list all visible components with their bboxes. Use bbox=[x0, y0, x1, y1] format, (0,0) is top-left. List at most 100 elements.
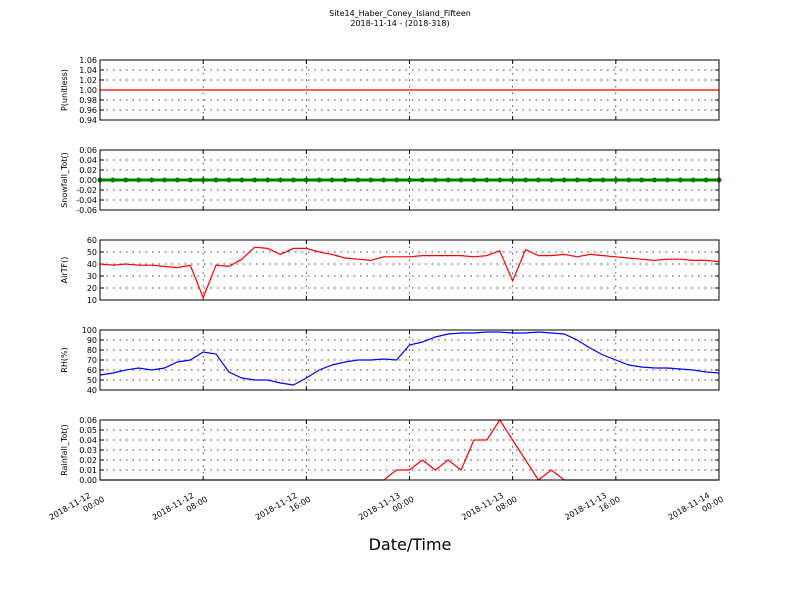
series-marker bbox=[523, 177, 529, 183]
y-tick-label: 0.00 bbox=[79, 476, 97, 485]
x-tick-label: 2018-11-1400:00 bbox=[667, 486, 725, 531]
series-marker bbox=[445, 177, 451, 183]
y-tick-label: 0.06 bbox=[79, 416, 97, 425]
series-marker bbox=[626, 177, 632, 183]
y-tick-label: 0.98 bbox=[79, 96, 97, 105]
y-tick-label: 0.01 bbox=[79, 466, 97, 475]
series-marker bbox=[110, 177, 116, 183]
series-marker bbox=[471, 177, 477, 183]
series-marker bbox=[174, 177, 180, 183]
y-tick-label: -0.02 bbox=[76, 186, 97, 195]
series-marker bbox=[561, 177, 567, 183]
series-marker bbox=[574, 177, 580, 183]
series-marker bbox=[316, 177, 322, 183]
series-marker bbox=[510, 177, 516, 183]
y-axis-label: AirTF() bbox=[60, 257, 69, 284]
series-marker bbox=[303, 177, 309, 183]
plot-frame bbox=[99, 239, 720, 301]
y-tick-label: 50 bbox=[87, 248, 97, 257]
chart-subtitle: 2018-11-14 - (2018-318) bbox=[350, 19, 449, 28]
y-tick-label: 1.04 bbox=[79, 66, 97, 75]
y-tick-label: 1.02 bbox=[79, 76, 97, 85]
series-line bbox=[99, 331, 720, 386]
series-marker bbox=[664, 177, 670, 183]
plot-frame bbox=[99, 419, 720, 481]
y-tick-label: 0.04 bbox=[79, 156, 97, 165]
series-marker bbox=[342, 177, 348, 183]
x-tick-label: 2018-11-1216:00 bbox=[254, 486, 312, 531]
series-marker bbox=[381, 177, 387, 183]
series-marker bbox=[355, 177, 361, 183]
series-marker bbox=[368, 177, 374, 183]
series-marker bbox=[213, 177, 219, 183]
series-marker bbox=[600, 177, 606, 183]
series-marker bbox=[290, 177, 296, 183]
series-marker bbox=[161, 177, 167, 183]
y-tick-label: 0.02 bbox=[79, 166, 97, 175]
series-marker bbox=[613, 177, 619, 183]
y-tick-label: 90 bbox=[87, 336, 97, 345]
series-marker bbox=[432, 177, 438, 183]
series-marker bbox=[703, 177, 709, 183]
series-marker bbox=[149, 177, 155, 183]
series-marker bbox=[252, 177, 258, 183]
series-marker bbox=[652, 177, 658, 183]
series-marker bbox=[394, 177, 400, 183]
y-tick-label: 0.94 bbox=[79, 116, 97, 125]
y-tick-label: 0.03 bbox=[79, 446, 97, 455]
series-line bbox=[99, 246, 720, 300]
y-tick-label: 0.00 bbox=[79, 176, 97, 185]
series-marker bbox=[407, 177, 412, 183]
series-marker bbox=[690, 177, 696, 183]
series-marker bbox=[484, 177, 490, 183]
y-tick-label: 80 bbox=[87, 346, 97, 355]
x-tick-label: 2018-11-1208:00 bbox=[151, 486, 209, 531]
y-tick-label: 0.04 bbox=[79, 436, 97, 445]
plot-frame bbox=[99, 329, 720, 391]
y-tick-label: 0.96 bbox=[79, 106, 97, 115]
y-tick-label: 40 bbox=[87, 260, 97, 269]
y-axis-label: P(unitless) bbox=[60, 69, 69, 111]
y-tick-label: 0.02 bbox=[79, 456, 97, 465]
y-tick-label: 40 bbox=[87, 386, 97, 395]
series-marker bbox=[329, 177, 335, 183]
x-tick-label: 2018-11-1300:00 bbox=[357, 486, 415, 531]
series-marker bbox=[548, 177, 554, 183]
series-marker bbox=[265, 177, 271, 183]
series-marker bbox=[136, 177, 142, 183]
y-tick-label: 50 bbox=[87, 376, 97, 385]
series-marker bbox=[278, 177, 284, 183]
series-marker bbox=[123, 177, 129, 183]
y-tick-label: 60 bbox=[87, 366, 97, 375]
series-marker bbox=[587, 177, 593, 183]
y-tick-label: 30 bbox=[87, 272, 97, 281]
series-marker bbox=[239, 177, 245, 183]
y-tick-label: 0.05 bbox=[79, 426, 97, 435]
series-marker bbox=[639, 177, 645, 183]
y-tick-label: 100 bbox=[82, 326, 97, 335]
plot-frame bbox=[99, 59, 720, 121]
y-axis-label: Snowfall_Tot() bbox=[60, 152, 69, 208]
series-marker bbox=[419, 177, 425, 183]
series-marker bbox=[226, 177, 232, 183]
series-marker bbox=[535, 177, 541, 183]
series-marker bbox=[458, 177, 464, 183]
plot-frame bbox=[99, 149, 720, 211]
y-axis-label: RH(%) bbox=[60, 347, 69, 372]
series-marker bbox=[497, 177, 503, 183]
y-tick-label: -0.06 bbox=[76, 206, 97, 215]
y-tick-label: 1.00 bbox=[79, 86, 97, 95]
y-tick-label: 1.06 bbox=[79, 56, 97, 65]
y-tick-label: 20 bbox=[87, 284, 97, 293]
series-line bbox=[100, 418, 719, 481]
series-marker bbox=[677, 177, 683, 183]
y-tick-label: -0.04 bbox=[76, 196, 97, 205]
y-tick-label: 10 bbox=[87, 296, 97, 305]
series-marker bbox=[200, 177, 206, 183]
x-axis-label: Date/Time bbox=[369, 535, 452, 554]
chart-title: Site14_Haber_Coney_Island_Fifteen bbox=[329, 9, 471, 18]
y-tick-label: 70 bbox=[87, 356, 97, 365]
series-marker bbox=[187, 177, 193, 183]
x-tick-label: 2018-11-1200:00 bbox=[48, 486, 106, 531]
